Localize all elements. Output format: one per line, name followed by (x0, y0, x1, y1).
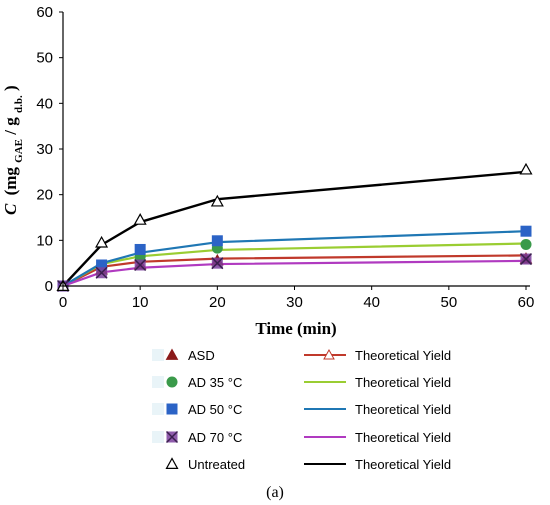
legend-fit-label: Theoretical Yield (355, 402, 451, 417)
x-tick-label: 40 (363, 294, 380, 311)
y-tick-label: 50 (36, 50, 53, 67)
tick-labels: 0 10 20 30 40 50 60 0 10 20 30 40 50 60 (36, 4, 534, 311)
y-tick-label: 60 (36, 4, 53, 21)
y-axis-title-mid: / g (1, 117, 20, 136)
data-point-series-5 (133, 213, 147, 225)
legend-fit-label: Theoretical Yield (355, 430, 451, 445)
x-axis-title: Time (min) (255, 319, 336, 338)
x-tick-label: 0 (59, 294, 67, 311)
legend-marker (166, 376, 178, 388)
legend-fit-label: Theoretical Yield (355, 348, 451, 363)
y-axis-title-sub1: GAE (13, 139, 25, 163)
x-tick-label: 50 (440, 294, 457, 311)
legend-swatch-bg (152, 458, 164, 470)
legend-label: ASD (188, 348, 215, 363)
data-point-series-3 (96, 259, 108, 271)
data-point-series-4 (95, 266, 108, 279)
legend-fit-label: Theoretical Yield (355, 457, 451, 472)
legend-swatch-bg (152, 376, 164, 388)
legend-marker (165, 348, 179, 360)
data-point-series-4 (134, 258, 147, 272)
y-axis-title-unit: (mg (1, 167, 20, 196)
y-tick-label: 40 (36, 95, 53, 112)
y-tick-label: 0 (45, 278, 53, 295)
y-axis-title-sub2: d.b. (13, 95, 25, 113)
legend-marker (165, 457, 179, 469)
fit-line-4 (62, 259, 527, 288)
x-tick-label: 60 (518, 294, 535, 311)
data-point-series-2 (520, 238, 532, 250)
y-tick-label: 20 (36, 187, 53, 204)
legend-marker (165, 430, 179, 444)
y-tick-label: 30 (36, 141, 53, 158)
y-axis-title: C (mg GAE / g d.b. ) (1, 85, 25, 215)
legend-fit-marker (323, 348, 335, 360)
data-point-series-5 (95, 235, 109, 248)
data-point-series-3 (134, 243, 146, 255)
data-point-series-4 (519, 253, 533, 266)
legend-label: AD 35 °C (188, 375, 242, 390)
data-point-series-3 (520, 225, 532, 237)
legend-swatch-bg (152, 431, 164, 443)
legend-label: AD 70 °C (188, 430, 242, 445)
x-tick-label: 20 (209, 294, 226, 311)
data-point-series-5 (519, 162, 533, 175)
figure-caption: (a) (266, 484, 284, 501)
legend-swatch-bg (152, 403, 164, 415)
legend-label: Untreated (188, 457, 245, 472)
x-tick-label: 10 (132, 294, 149, 311)
fit-line-1 (62, 254, 527, 287)
y-tick-label: 10 (36, 232, 53, 249)
fit-line-2 (62, 242, 527, 287)
y-axis-title-close: ) (1, 85, 20, 91)
data-point-series-5 (210, 194, 224, 207)
legend-label: AD 50 °C (188, 402, 242, 417)
data-point-series-3 (211, 235, 223, 247)
legend-fit-label: Theoretical Yield (355, 375, 451, 390)
y-axis-title-var: C (1, 203, 20, 215)
data-point-series-4 (211, 257, 224, 270)
legend-marker (166, 403, 178, 415)
x-tick-label: 30 (286, 294, 303, 311)
legend: ASD Theoretical Yield AD 35 °C Theoretical … (152, 348, 451, 472)
plot-area (56, 162, 533, 293)
legend-swatch-bg (152, 349, 164, 361)
